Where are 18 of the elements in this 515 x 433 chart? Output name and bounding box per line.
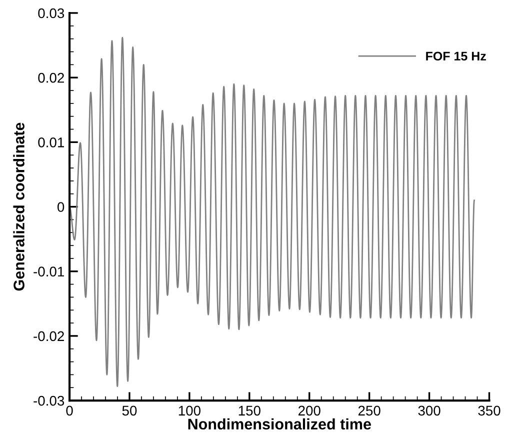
- x-tick-label: 50: [122, 406, 137, 416]
- x-tick-label: 350: [478, 406, 500, 416]
- x-tick-label: 300: [418, 406, 440, 416]
- y-tick-label: 0.02: [38, 72, 64, 83]
- y-axis-title: Generalized coordinate: [13, 122, 24, 291]
- legend-label: FOF 15 Hz: [426, 52, 486, 61]
- x-tick-label: 0: [66, 406, 73, 416]
- x-tick-label: 150: [238, 406, 260, 416]
- x-axis-title: Nondimensionalized time: [188, 418, 371, 430]
- x-tick-label: 250: [358, 406, 380, 416]
- y-tick-label: 0.03: [38, 8, 64, 18]
- x-tick-label: 200: [298, 406, 320, 416]
- y-tick-label: 0.01: [38, 138, 64, 148]
- y-tick-label: -0.03: [34, 396, 64, 406]
- y-tick-label: 0: [57, 202, 64, 212]
- y-tick-label: -0.01: [34, 266, 64, 277]
- x-tick-label: 100: [178, 406, 200, 416]
- y-tick-label: -0.02: [34, 331, 64, 342]
